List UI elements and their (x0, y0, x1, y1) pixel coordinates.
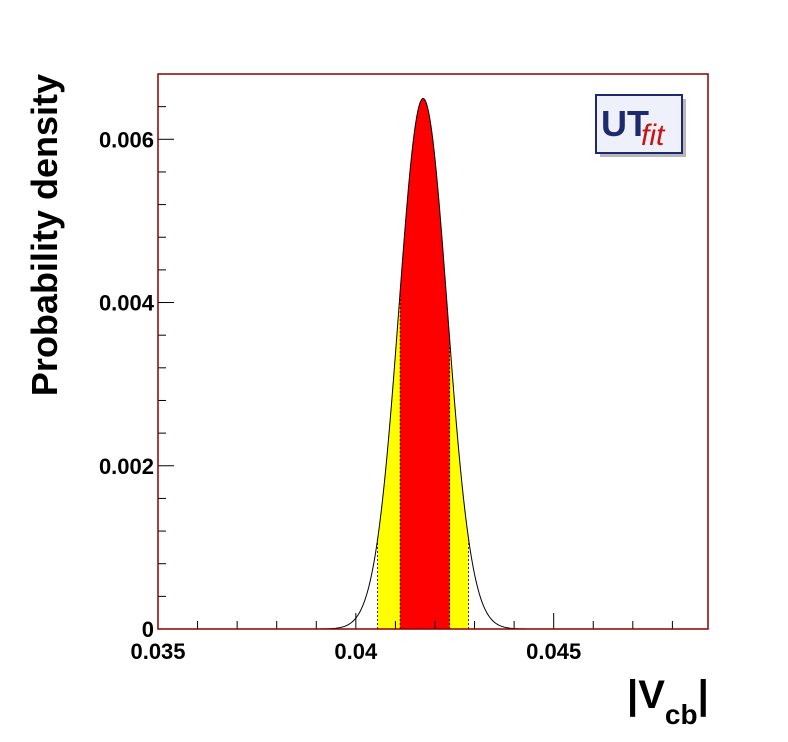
plot-fills (377, 98, 470, 630)
x-tick-label-0.04: 0.04 (334, 639, 378, 664)
y-tick-label-0.004: 0.004 (99, 291, 155, 316)
x-tick-label-0.035: 0.035 (130, 639, 185, 664)
y-tick-label-0.002: 0.002 (99, 454, 154, 479)
y-tick-label-0: 0 (142, 617, 154, 642)
logo-text-ut: UT (601, 103, 649, 144)
y-axis-title: Probability density (24, 74, 65, 396)
y-tick-label-0.006: 0.006 (99, 127, 154, 152)
x-axis-title-main: |V (627, 673, 665, 717)
logo-text-fit: fit (641, 119, 666, 152)
x-axis-title-close: | (698, 673, 709, 717)
x-axis-title: |Vcb| (627, 673, 709, 730)
utfit-logo: UT fit (595, 94, 686, 157)
x-axis-title-sub: cb (665, 699, 698, 730)
x-tick-label-0.045: 0.045 (526, 639, 581, 664)
plot-frame (157, 73, 709, 630)
interval-fill-68pct (400, 98, 450, 630)
